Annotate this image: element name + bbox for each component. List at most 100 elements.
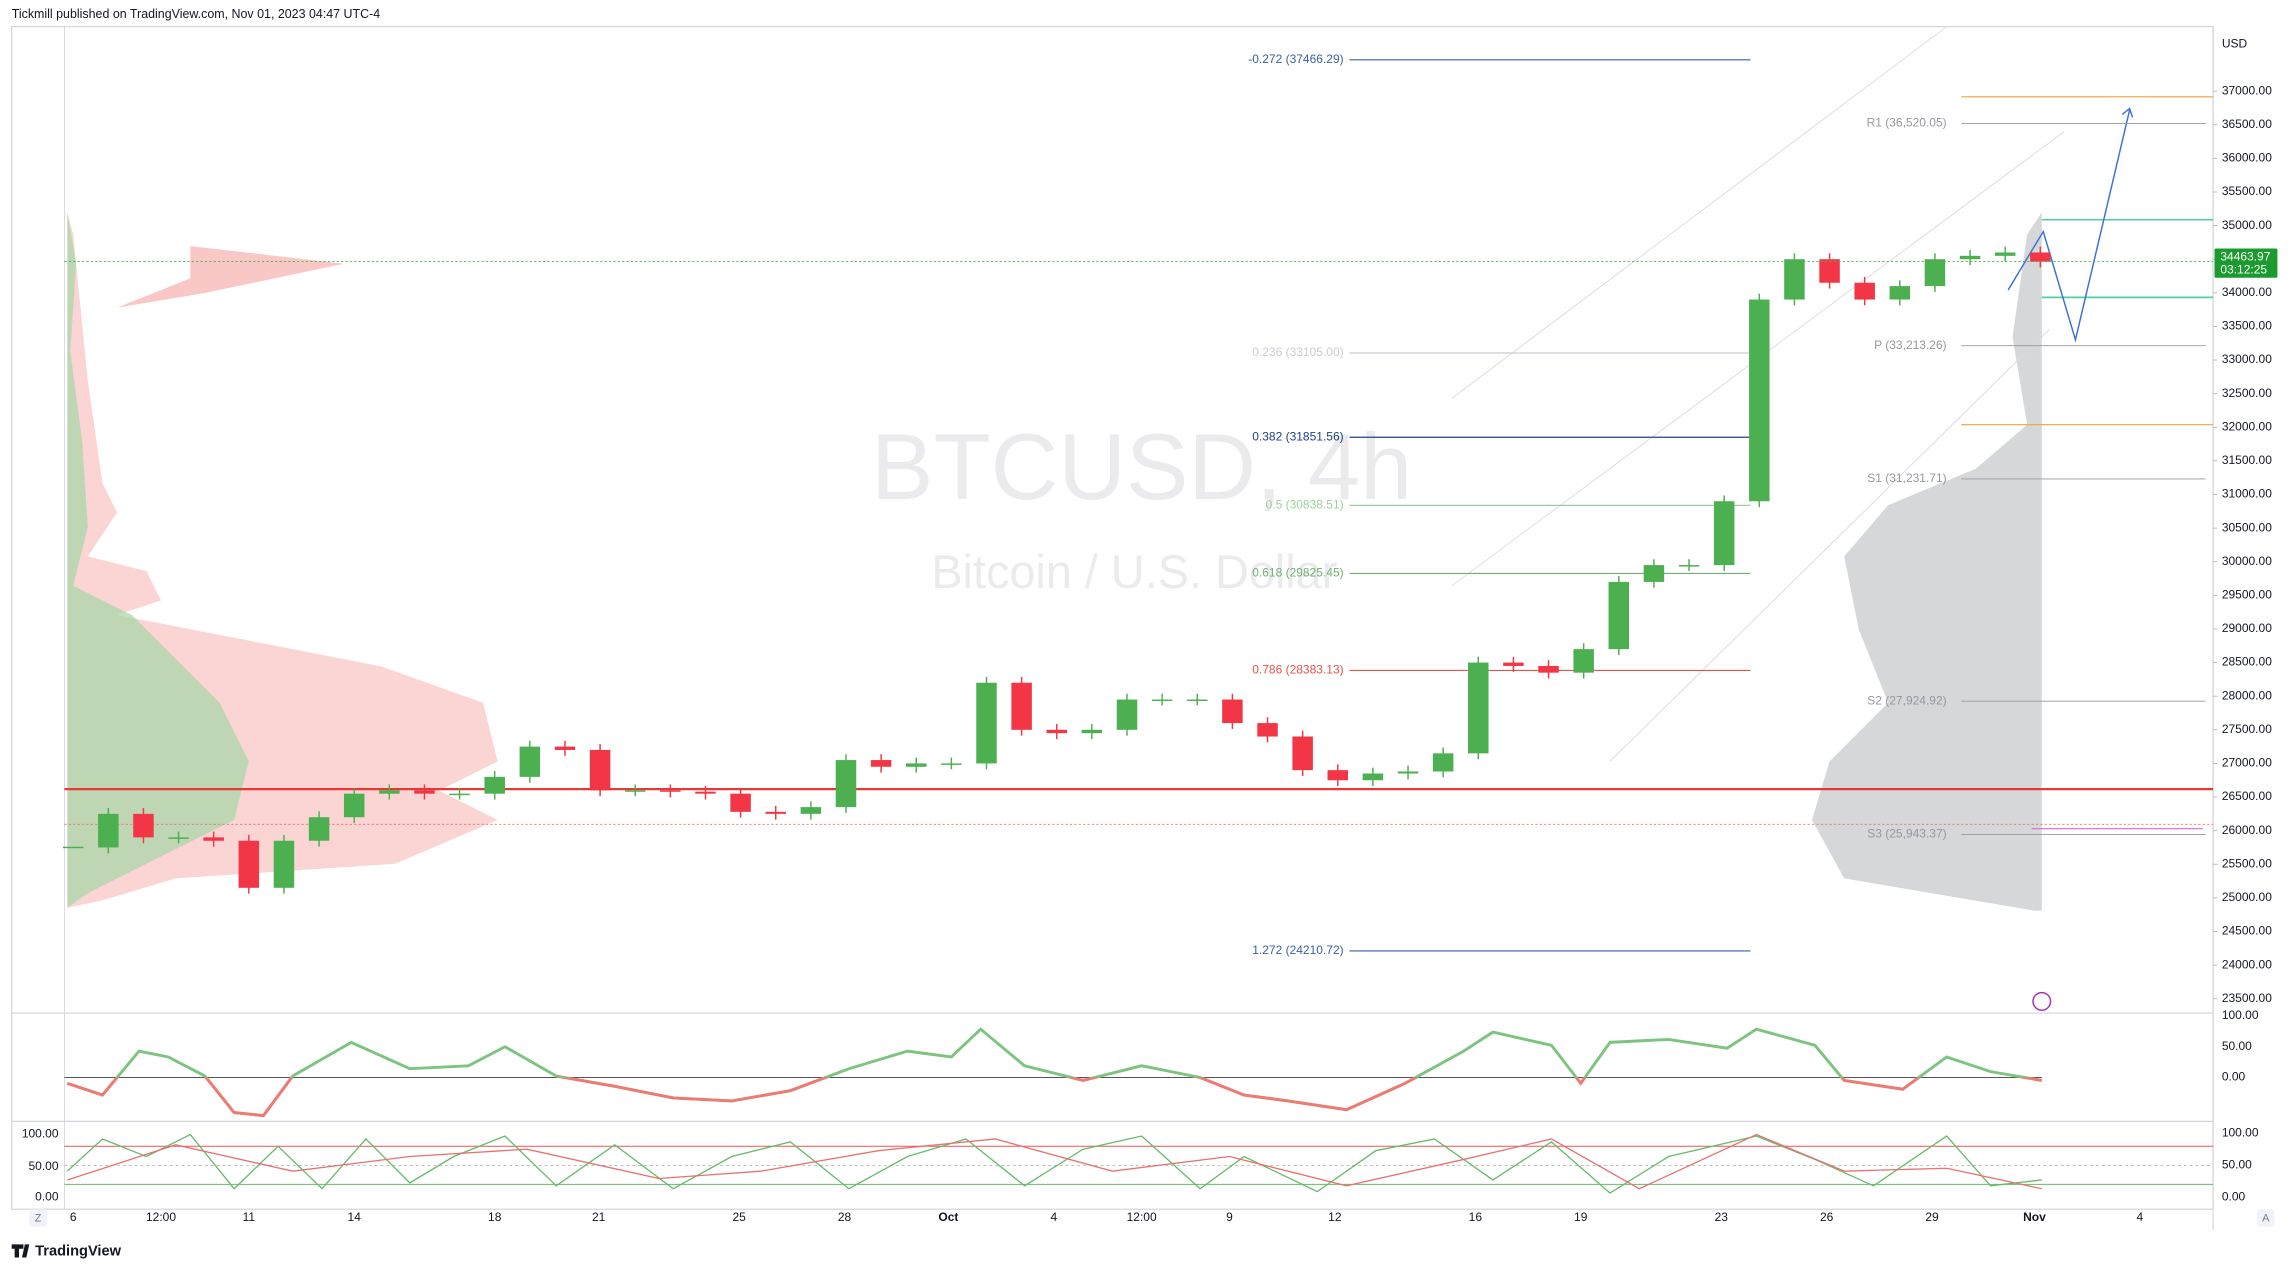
y-tick-label: 30500.00 [2222,520,2272,534]
y-tick-label: 35500.00 [2222,184,2272,198]
forecast-arrowhead [2121,107,2134,118]
watermark-description: Bitcoin / U.S. Dollar [931,546,1337,598]
event-icon[interactable] [2032,991,2052,1011]
candle [589,749,611,791]
candle [98,813,119,848]
candle [1397,771,1419,774]
candle [1222,699,1243,724]
candle [203,837,224,841]
volume-profile-buy [67,212,249,908]
y-tick-label: 23500.00 [2222,991,2272,1005]
candle [62,846,84,849]
y-tick-label: 37000.00 [2222,83,2272,97]
candle [1187,699,1208,702]
footer [0,1229,2295,1268]
fib-label: 0.236 (33105.00) [1252,345,1343,359]
y-tick-label: 29000.00 [2222,621,2272,635]
z-button[interactable] [29,1209,47,1227]
y-tick-label: 28000.00 [2222,688,2272,702]
a-button-label[interactable]: A [2262,1213,2270,1225]
y-tick-label: 28500.00 [2222,655,2272,669]
y-tick-label: 36000.00 [2222,151,2272,165]
x-tick-label: 19 [1574,1210,1588,1224]
x-tick-label: 12:00 [1127,1210,1157,1224]
oscillator-line [66,1027,2043,1118]
candle [941,763,962,765]
y-tick-label: 36500.00 [2222,117,2272,131]
stochastic-d [67,1133,2042,1190]
stochastic-k [66,1133,2042,1194]
y-tick-label: 31000.00 [2222,487,2272,501]
y-tick-label: 33000.00 [2222,352,2272,366]
candle [1432,753,1454,772]
candle [379,790,400,794]
stochastic-tick: 50.00 [2222,1157,2252,1171]
y-tick-label: 27500.00 [2222,722,2272,736]
candle [835,760,857,808]
x-tick-label: 12:00 [146,1210,176,1224]
candle [730,793,751,812]
x-tick-label: 18 [488,1210,502,1224]
last-price-label: 34463.97 [2220,249,2270,263]
candle [1151,699,1173,702]
candle [554,746,576,750]
candle [308,817,330,841]
candle [1362,773,1384,781]
channel-line [1609,329,2050,762]
fib-label: -0.272 (37466.29) [1248,52,1343,66]
candle [800,807,822,814]
candle [1573,649,1594,673]
candle [1889,286,1911,300]
x-tick-label: 4 [2137,1210,2144,1224]
candle [870,760,892,767]
candle [905,763,927,767]
x-tick-label: 29 [1925,1210,1939,1224]
y-tick-label: 33500.00 [2222,319,2272,333]
y-tick-label: 35000.00 [2222,218,2272,232]
volume-profile-right [1811,212,2042,911]
x-tick-label: 6 [70,1210,77,1224]
x-tick-label: 25 [732,1210,746,1224]
fib-label: 0.618 (29825.45) [1252,566,1343,580]
candle [1819,259,1840,283]
oscillator-tick: 50.00 [2222,1039,2252,1053]
x-tick-label: 12 [1328,1210,1342,1224]
candle [1749,299,1770,502]
candle [1538,665,1559,673]
candle [1608,581,1630,650]
z-button-label[interactable]: Z [35,1213,42,1225]
candle [1959,255,1981,260]
x-tick-label: 9 [1226,1210,1233,1224]
candle [238,840,260,888]
y-tick-label: 29500.00 [2222,588,2272,602]
y-tick-label: 32000.00 [2222,419,2272,433]
volume-profile-sell [117,246,344,308]
fib-label: 1.272 (24210.72) [1252,943,1343,957]
oscillator-tick: 100.00 [2222,1008,2259,1022]
fib-label: 0.382 (31851.56) [1252,429,1343,443]
y-tick-label: 26000.00 [2222,823,2272,837]
x-tick-label: 11 [243,1210,256,1224]
candle [765,811,786,814]
candle [1994,252,2016,256]
y-tick-label: 24500.00 [2222,924,2272,938]
y-tick-label: 30000.00 [2222,554,2272,568]
candle [519,746,541,777]
fib-label: 0.5 (30838.51) [1266,498,1344,512]
y-tick-label: 31500.00 [2222,453,2272,467]
x-tick-label: Nov [2023,1210,2046,1224]
pivot-label: R1 (36,520.05) [1867,116,1947,130]
candle [1713,501,1735,566]
currency-label: USD [2222,36,2248,50]
x-tick-label: Oct [938,1210,958,1224]
candle [343,793,365,818]
candle [1468,662,1489,754]
candle [1643,565,1665,582]
oscillator-tick: 0.00 [2222,1070,2246,1084]
candle [168,837,189,839]
a-button[interactable] [2256,1209,2275,1227]
candle [1327,770,1349,781]
